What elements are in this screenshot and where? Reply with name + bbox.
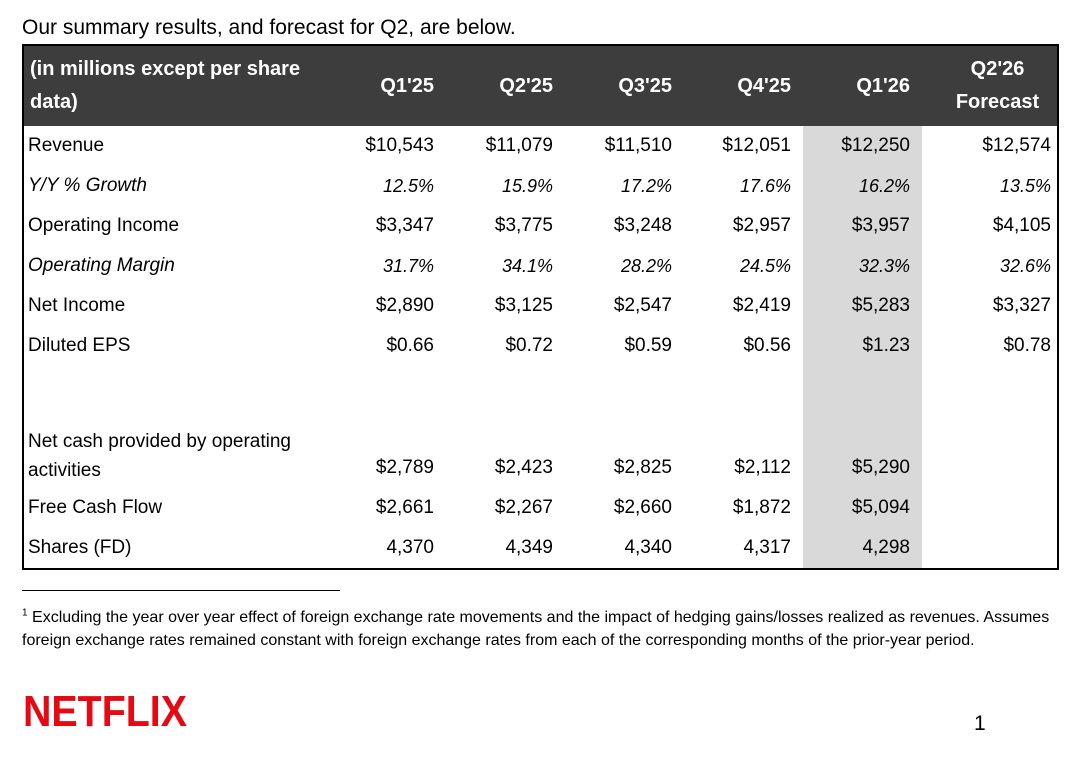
cell-empty-forecast xyxy=(922,405,1058,488)
cell-value: $0.56 xyxy=(743,335,791,356)
cell-value: $0.72 xyxy=(505,335,553,356)
cell-value-forecast: $12,574 xyxy=(982,135,1051,156)
cell-value-forecast: $4,105 xyxy=(992,215,1051,236)
row-operating-income: Operating Income $3,347 $3,775 $3,248 $2… xyxy=(23,206,1058,246)
cell-value: $2,419 xyxy=(732,295,791,316)
row-spacer xyxy=(23,366,1058,405)
cell-value: 15.9% xyxy=(501,176,553,196)
row-label: Diluted EPS xyxy=(28,335,131,356)
spacer-cell xyxy=(565,366,684,405)
row-label: Shares (FD) xyxy=(28,537,132,558)
cell-value: $11,079 xyxy=(485,135,553,156)
footnote-text: Excluding the year over year effect of f… xyxy=(22,609,1050,649)
cell-value-forecast: $0.78 xyxy=(1003,335,1051,356)
cell-value: $0.66 xyxy=(386,335,434,356)
header-forecast-label: Forecast xyxy=(955,91,1040,113)
row-operating-margin: Operating Margin 31.7% 34.1% 28.2% 24.5%… xyxy=(23,246,1058,286)
header-forecast-quarter: Q2'26 xyxy=(970,58,1025,80)
cell-value-current: $3,957 xyxy=(803,206,922,246)
header-q1-25: Q1'25 xyxy=(327,45,446,126)
netflix-logo-wordmark: NETFLIX xyxy=(23,687,187,734)
cell-value: $2,112 xyxy=(734,457,791,478)
cell-value-current: 16.2% xyxy=(803,166,922,206)
cell-value-forecast: $3,327 xyxy=(992,295,1051,316)
row-shares-fd: Shares (FD) 4,370 4,349 4,340 4,317 4,29… xyxy=(23,528,1058,569)
cell-value: $3,248 xyxy=(613,215,672,236)
cell-value: $2,660 xyxy=(613,497,672,518)
cell-value: $0.59 xyxy=(624,335,672,356)
cell-value: 17.6% xyxy=(739,176,791,196)
cell-value: $2,547 xyxy=(613,295,672,316)
row-label: Operating Income xyxy=(28,215,180,236)
spacer-cell xyxy=(327,366,446,405)
table-header-row: (in millions except per share data) Q1'2… xyxy=(23,45,1058,126)
row-net-income: Net Income $2,890 $3,125 $2,547 $2,419 $… xyxy=(23,286,1058,326)
cell-value: $2,267 xyxy=(494,497,553,518)
header-q4-25: Q4'25 xyxy=(684,45,803,126)
row-yy-growth: Y/Y % Growth 12.5% 15.9% 17.2% 17.6% 16.… xyxy=(23,166,1058,206)
cell-value: $3,125 xyxy=(494,295,553,316)
netflix-logo: NETFLIX xyxy=(23,687,187,734)
header-forecast: Q2'26 Forecast xyxy=(922,45,1058,126)
cell-value-current: $1.23 xyxy=(803,326,922,366)
cell-value-current: $12,250 xyxy=(803,126,922,166)
cell-value: 31.7% xyxy=(382,256,434,276)
cell-value: 17.2% xyxy=(620,176,672,196)
row-label: Net cash provided by operating activitie… xyxy=(28,431,291,481)
cell-value: $2,825 xyxy=(613,457,672,478)
page-number: 1 xyxy=(974,712,986,735)
cell-value: 4,349 xyxy=(505,537,553,558)
cell-value: $2,957 xyxy=(732,215,791,236)
cell-value-current: 32.3% xyxy=(803,246,922,286)
cell-empty-forecast xyxy=(922,488,1058,528)
cell-value: 4,370 xyxy=(386,537,434,558)
cell-value: $3,347 xyxy=(375,215,434,236)
cell-value: 4,317 xyxy=(743,537,791,558)
cell-value: 24.5% xyxy=(739,256,791,276)
row-label: Operating Margin xyxy=(28,255,175,276)
footnote: 1 Excluding the year over year effect of… xyxy=(22,606,1052,652)
cell-value: $1,872 xyxy=(732,497,791,518)
intro-text: Our summary results, and forecast for Q2… xyxy=(22,16,516,39)
spacer-cell xyxy=(23,366,327,405)
footnote-marker: 1 xyxy=(22,607,28,619)
cell-value: $2,661 xyxy=(375,497,434,518)
header-q1-26: Q1'26 xyxy=(803,45,922,126)
row-label: Net Income xyxy=(28,295,126,316)
cell-value-forecast: 32.6% xyxy=(999,256,1051,276)
cell-value: $2,423 xyxy=(494,457,553,478)
cell-value: 12.5% xyxy=(382,176,434,196)
row-label: Y/Y % Growth xyxy=(28,175,147,196)
header-q3-25: Q3'25 xyxy=(565,45,684,126)
cell-value: $12,051 xyxy=(722,135,791,156)
spacer-cell xyxy=(684,366,803,405)
cell-value: $2,890 xyxy=(375,295,434,316)
cell-value: $10,543 xyxy=(365,135,434,156)
cell-empty-forecast xyxy=(922,528,1058,569)
cell-value-forecast: 13.5% xyxy=(999,176,1051,196)
row-label: Revenue xyxy=(28,135,105,156)
spacer-cell-current xyxy=(803,366,922,405)
row-free-cash-flow: Free Cash Flow $2,661 $2,267 $2,660 $1,8… xyxy=(23,488,1058,528)
cell-value: 28.2% xyxy=(620,256,672,276)
cell-value: 34.1% xyxy=(501,256,553,276)
cell-value: 4,340 xyxy=(624,537,672,558)
summary-results-table: (in millions except per share data) Q1'2… xyxy=(22,44,1059,570)
footnote-divider xyxy=(22,590,340,591)
cell-value-current: $5,290 xyxy=(803,405,922,488)
row-diluted-eps: Diluted EPS $0.66 $0.72 $0.59 $0.56 $1.2… xyxy=(23,326,1058,366)
cell-value-current: $5,094 xyxy=(803,488,922,528)
cell-value-current: $5,283 xyxy=(803,286,922,326)
header-units-label: (in millions except per share data) xyxy=(23,45,327,126)
spacer-cell xyxy=(446,366,565,405)
header-q2-25: Q2'25 xyxy=(446,45,565,126)
cell-value: $3,775 xyxy=(494,215,553,236)
row-label: Free Cash Flow xyxy=(28,497,163,518)
cell-value: $11,510 xyxy=(604,135,672,156)
cell-value: $2,789 xyxy=(375,457,434,478)
spacer-cell xyxy=(922,366,1058,405)
row-revenue: Revenue $10,543 $11,079 $11,510 $12,051 … xyxy=(23,126,1058,166)
cell-value-current: 4,298 xyxy=(803,528,922,569)
row-operating-cash: Net cash provided by operating activitie… xyxy=(23,405,1058,488)
